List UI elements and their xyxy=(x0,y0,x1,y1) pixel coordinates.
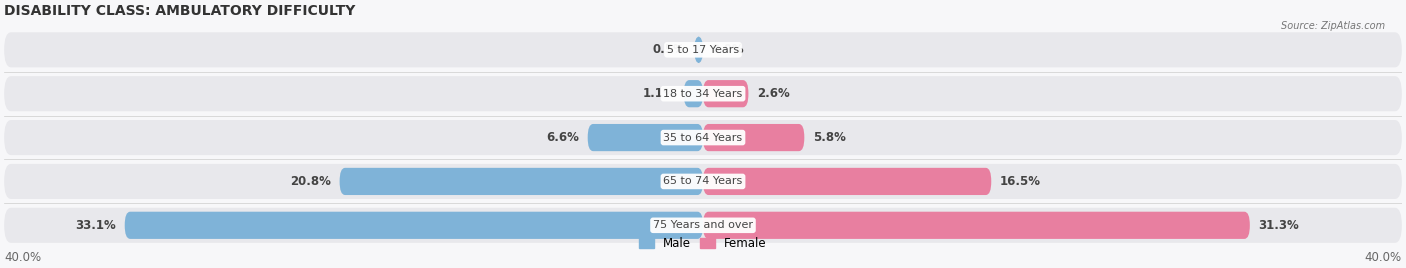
Text: DISABILITY CLASS: AMBULATORY DIFFICULTY: DISABILITY CLASS: AMBULATORY DIFFICULTY xyxy=(4,4,356,18)
Text: 0.0%: 0.0% xyxy=(711,43,744,56)
FancyBboxPatch shape xyxy=(703,124,804,151)
Text: Source: ZipAtlas.com: Source: ZipAtlas.com xyxy=(1281,21,1385,31)
FancyBboxPatch shape xyxy=(4,208,1402,243)
Text: 75 Years and over: 75 Years and over xyxy=(652,220,754,230)
Text: 6.6%: 6.6% xyxy=(546,131,579,144)
Text: 18 to 34 Years: 18 to 34 Years xyxy=(664,89,742,99)
Text: 5 to 17 Years: 5 to 17 Years xyxy=(666,45,740,55)
FancyBboxPatch shape xyxy=(703,80,748,107)
Text: 33.1%: 33.1% xyxy=(76,219,115,232)
Text: 1.1%: 1.1% xyxy=(643,87,675,100)
FancyBboxPatch shape xyxy=(703,168,991,195)
Text: 2.6%: 2.6% xyxy=(758,87,790,100)
FancyBboxPatch shape xyxy=(4,32,1402,67)
FancyBboxPatch shape xyxy=(340,168,703,195)
Text: 31.3%: 31.3% xyxy=(1258,219,1299,232)
FancyBboxPatch shape xyxy=(125,212,703,239)
FancyBboxPatch shape xyxy=(695,36,703,64)
FancyBboxPatch shape xyxy=(4,164,1402,199)
Legend: Male, Female: Male, Female xyxy=(640,237,766,250)
FancyBboxPatch shape xyxy=(4,120,1402,155)
Text: 35 to 64 Years: 35 to 64 Years xyxy=(664,133,742,143)
Text: 40.0%: 40.0% xyxy=(1365,251,1402,264)
Text: 40.0%: 40.0% xyxy=(4,251,41,264)
Text: 20.8%: 20.8% xyxy=(290,175,330,188)
Text: 0.5%: 0.5% xyxy=(652,43,686,56)
Text: 5.8%: 5.8% xyxy=(813,131,846,144)
FancyBboxPatch shape xyxy=(588,124,703,151)
Text: 16.5%: 16.5% xyxy=(1000,175,1040,188)
FancyBboxPatch shape xyxy=(703,212,1250,239)
FancyBboxPatch shape xyxy=(4,76,1402,111)
FancyBboxPatch shape xyxy=(683,80,703,107)
Text: 65 to 74 Years: 65 to 74 Years xyxy=(664,176,742,187)
